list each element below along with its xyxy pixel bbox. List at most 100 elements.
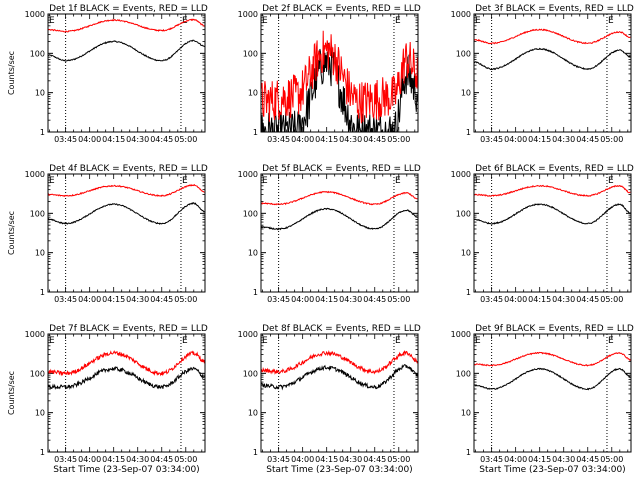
y-tick-label: 100 xyxy=(456,49,471,58)
y-tick-label: 1000 xyxy=(238,330,258,339)
y-tick-label: 100 xyxy=(243,49,258,58)
y-tick-label: 1000 xyxy=(238,10,258,19)
marker-label: E xyxy=(182,16,188,26)
marker-label: E xyxy=(49,336,55,346)
plot-frame xyxy=(47,13,206,133)
x-tick-label: 04:45 xyxy=(150,455,173,464)
x-tick-label: 05:00 xyxy=(174,455,197,464)
panel-det-5: Det 5f BLACK = Events, RED = LLD 1 10 100 10… xyxy=(238,164,421,304)
panel-title: Det 7f BLACK = Events, RED = LLD xyxy=(49,324,208,334)
x-tick-label: 04:30 xyxy=(552,295,575,304)
plot-frame xyxy=(260,13,419,133)
y-tick-label: 1000 xyxy=(451,170,471,179)
panel-title: Det 8f BLACK = Events, RED = LLD xyxy=(262,324,421,334)
panel-det-9: Det 9f BLACK = Events, RED = LLD 1 10 100 10… xyxy=(451,324,634,475)
y-tick-label: 1 xyxy=(40,448,45,457)
series-events-line xyxy=(48,202,205,225)
x-tick-label: 04:30 xyxy=(126,295,149,304)
marker-label: E xyxy=(475,336,481,346)
y-tick-label: 1 xyxy=(40,288,45,297)
x-tick-label: 04:45 xyxy=(363,295,386,304)
x-axis-label: Start Time (23-Sep-07 03:34:00) xyxy=(53,465,199,475)
plot-frame xyxy=(473,333,632,453)
marker-label: E xyxy=(608,176,614,186)
x-tick-label: 03:45 xyxy=(267,135,290,144)
y-tick-label: 100 xyxy=(30,209,45,218)
y-tick-label: 10 xyxy=(461,89,471,98)
x-tick-label: 05:00 xyxy=(174,135,197,144)
x-tick-label: 03:45 xyxy=(267,455,290,464)
marker-label: E xyxy=(395,16,401,26)
y-tick-label: 1 xyxy=(253,448,258,457)
y-tick-label: 1 xyxy=(40,128,45,137)
x-tick-label: 03:45 xyxy=(54,455,77,464)
x-tick-label: 04:45 xyxy=(363,455,386,464)
x-tick-label: 03:45 xyxy=(267,295,290,304)
y-tick-label: 100 xyxy=(30,49,45,58)
marker-label: E xyxy=(49,176,55,186)
y-tick-label: 100 xyxy=(456,209,471,218)
panel-title: Det 2f BLACK = Events, RED = LLD xyxy=(262,4,421,14)
marker-label: E xyxy=(475,16,481,26)
y-tick-label: 10 xyxy=(35,409,45,418)
panel-det-2: Det 2f BLACK = Events, RED = LLD 1 10 100 10… xyxy=(238,4,421,144)
x-tick-label: 04:30 xyxy=(126,135,149,144)
y-tick-label: 1000 xyxy=(25,10,45,19)
y-tick-label: 1000 xyxy=(451,10,471,19)
x-tick-label: 04:00 xyxy=(291,455,314,464)
x-tick-label: 04:15 xyxy=(102,455,125,464)
series-lld-line xyxy=(474,28,631,45)
y-tick-label: 10 xyxy=(35,249,45,258)
x-tick-label: 04:30 xyxy=(552,455,575,464)
y-tick-label: 100 xyxy=(456,369,471,378)
x-tick-label: 04:00 xyxy=(291,295,314,304)
series-lld-line xyxy=(48,183,205,198)
x-tick-label: 04:00 xyxy=(78,135,101,144)
series-lld-line xyxy=(474,351,631,367)
marker-label: E xyxy=(608,16,614,26)
y-tick-label: 100 xyxy=(243,369,258,378)
panel-det-1: Det 1f BLACK = Events, RED = LLD 1 10 100 10… xyxy=(7,4,208,144)
plot-frame xyxy=(260,333,419,453)
x-tick-label: 04:15 xyxy=(528,295,551,304)
marker-label: E xyxy=(262,176,268,186)
marker-label: E xyxy=(49,16,55,26)
y-tick-label: 1 xyxy=(253,288,258,297)
series-events-line xyxy=(474,367,631,391)
x-tick-label: 04:00 xyxy=(291,135,314,144)
y-tick-label: 10 xyxy=(461,249,471,258)
x-tick-label: 05:00 xyxy=(387,455,410,464)
x-tick-label: 04:00 xyxy=(78,295,101,304)
x-axis-label: Start Time (23-Sep-07 03:34:00) xyxy=(479,465,625,475)
x-tick-label: 04:15 xyxy=(315,295,338,304)
x-tick-label: 05:00 xyxy=(600,455,623,464)
marker-label: E xyxy=(475,176,481,186)
plot-frame xyxy=(47,173,206,293)
x-tick-label: 04:15 xyxy=(102,135,125,144)
series-events-line xyxy=(48,366,205,391)
panel-title: Det 4f BLACK = Events, RED = LLD xyxy=(49,164,208,174)
marker-label: E xyxy=(182,176,188,186)
marker-label: E xyxy=(182,336,188,346)
x-tick-label: 04:15 xyxy=(102,295,125,304)
x-tick-label: 04:30 xyxy=(339,295,362,304)
x-tick-label: 05:00 xyxy=(174,295,197,304)
x-tick-label: 04:15 xyxy=(528,135,551,144)
series-events-line xyxy=(261,207,418,231)
series-lld-line xyxy=(261,30,418,124)
plot-frame xyxy=(260,173,419,293)
y-tick-label: 1 xyxy=(466,288,471,297)
x-tick-label: 04:15 xyxy=(315,135,338,144)
y-tick-label: 10 xyxy=(248,409,258,418)
marker-label: E xyxy=(608,336,614,346)
y-tick-label: 1000 xyxy=(25,170,45,179)
marker-label: E xyxy=(262,16,268,26)
x-tick-label: 04:15 xyxy=(528,455,551,464)
x-tick-label: 04:45 xyxy=(576,295,599,304)
x-tick-label: 04:45 xyxy=(576,135,599,144)
y-tick-label: 1000 xyxy=(451,330,471,339)
y-tick-label: 10 xyxy=(35,89,45,98)
plot-frame xyxy=(473,13,632,133)
x-tick-label: 05:00 xyxy=(600,295,623,304)
